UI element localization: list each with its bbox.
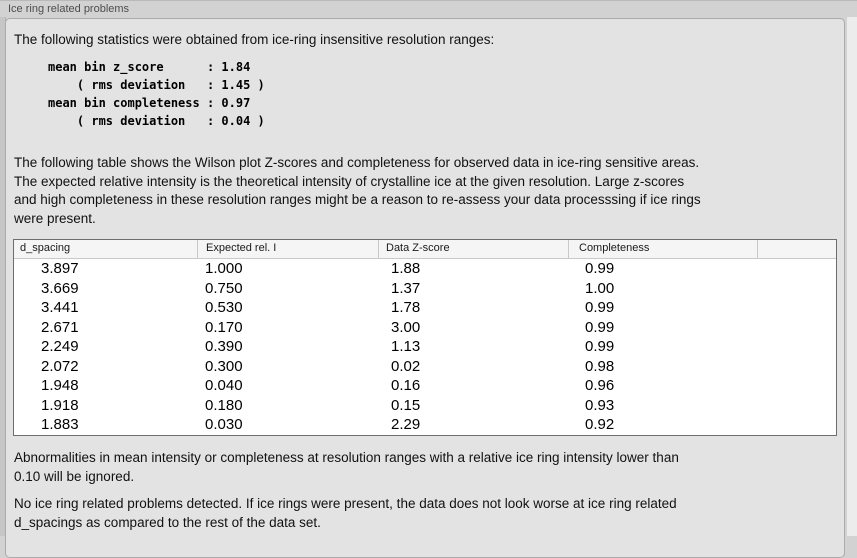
table-cell: 0.530 [205,299,243,316]
table-cell: 0.750 [205,279,243,297]
table-cell: 1.948 [41,377,79,394]
table-cell: 2.671 [41,318,79,336]
table-cell: 0.99 [585,260,615,277]
table-cell: 0.98 [585,357,615,375]
table-cell [757,318,836,338]
table-cell: 0.99 [585,318,615,336]
table-cell [757,259,836,279]
table-cell: 1.88 [391,260,421,277]
panel-title: Ice ring related problems [8,3,130,15]
table-row[interactable]: 2.072 0.300 0.02 0.98 [14,356,836,377]
table-row[interactable]: 2.671 0.170 3.00 0.99 [14,317,836,338]
table-cell [757,376,836,396]
table-cell: 0.96 [585,377,615,394]
intro-paragraph: The following statistics were obtained f… [14,32,495,47]
note-threshold: Abnormalities in mean intensity or compl… [14,450,679,484]
table-row[interactable]: 3.897 1.000 1.88 0.99 [14,259,836,279]
table-row[interactable]: 1.918 0.180 0.15 0.93 [14,395,836,416]
table-cell: 1.00 [585,279,615,297]
table-cell: 1.13 [391,338,421,355]
table-cell: 3.897 [41,260,79,277]
table-cell: 0.02 [391,357,421,375]
table-cell: 0.99 [585,338,615,355]
table-cell [757,279,836,299]
table-cell: 0.16 [391,377,421,394]
table-cell [757,357,836,377]
table-description: The following table shows the Wilson plo… [14,155,701,226]
table-cell: 1.918 [41,396,79,414]
header-cell[interactable] [757,240,836,258]
table-cell: 1.883 [41,416,79,433]
table-cell [757,337,836,357]
header-cell[interactable]: Data Z-score [378,240,568,258]
table-body: 3.897 1.000 1.88 0.99 3.669 0.750 1.37 1.00 3.44… [14,259,836,435]
table-cell [757,298,836,318]
table-cell: 0.390 [205,338,243,355]
table-cell: 0.040 [205,377,243,394]
ice-ring-table: d_spacing Expected rel. I Data Z-score Comp… [13,239,837,436]
table-cell: 2.249 [41,338,79,355]
header-cell[interactable]: Expected rel. I [197,240,378,258]
table-cell: 0.93 [585,396,615,414]
table-cell: 0.170 [205,318,243,336]
table-cell: 3.441 [41,299,79,316]
table-cell: 1.78 [391,299,421,316]
table-cell: 1.37 [391,279,421,297]
table-cell: 0.180 [205,396,243,414]
note-conclusion: No ice ring related problems detected. I… [14,496,677,530]
table-row[interactable]: 3.669 0.750 1.37 1.00 [14,278,836,299]
table-cell: 3.00 [391,318,421,336]
table-row[interactable]: 1.883 0.030 2.29 0.92 [14,415,836,435]
table-row[interactable]: 1.948 0.040 0.16 0.96 [14,376,836,396]
table-cell [757,396,836,416]
table-cell: 2.29 [391,416,421,433]
table-cell: 0.99 [585,299,615,316]
stats-block: mean bin z_score : 1.84 ( rms deviation … [48,60,265,128]
table-row[interactable]: 3.441 0.530 1.78 0.99 [14,298,836,318]
table-cell: 0.15 [391,396,421,414]
pane-right-edge [847,17,857,536]
table-row[interactable]: 2.249 0.390 1.13 0.99 [14,337,836,357]
table-cell: 3.669 [41,279,79,297]
table-cell [757,415,836,435]
header-cell[interactable]: d_spacing [20,242,71,254]
table-cell: 2.072 [41,357,79,375]
table-cell: 0.92 [585,416,615,433]
header-cell[interactable]: Completeness [568,240,757,258]
table-header-row: d_spacing Expected rel. I Data Z-score Comp… [14,240,836,259]
table-cell: 0.300 [205,357,243,375]
table-cell: 0.030 [205,416,243,433]
table-cell: 1.000 [205,260,243,277]
